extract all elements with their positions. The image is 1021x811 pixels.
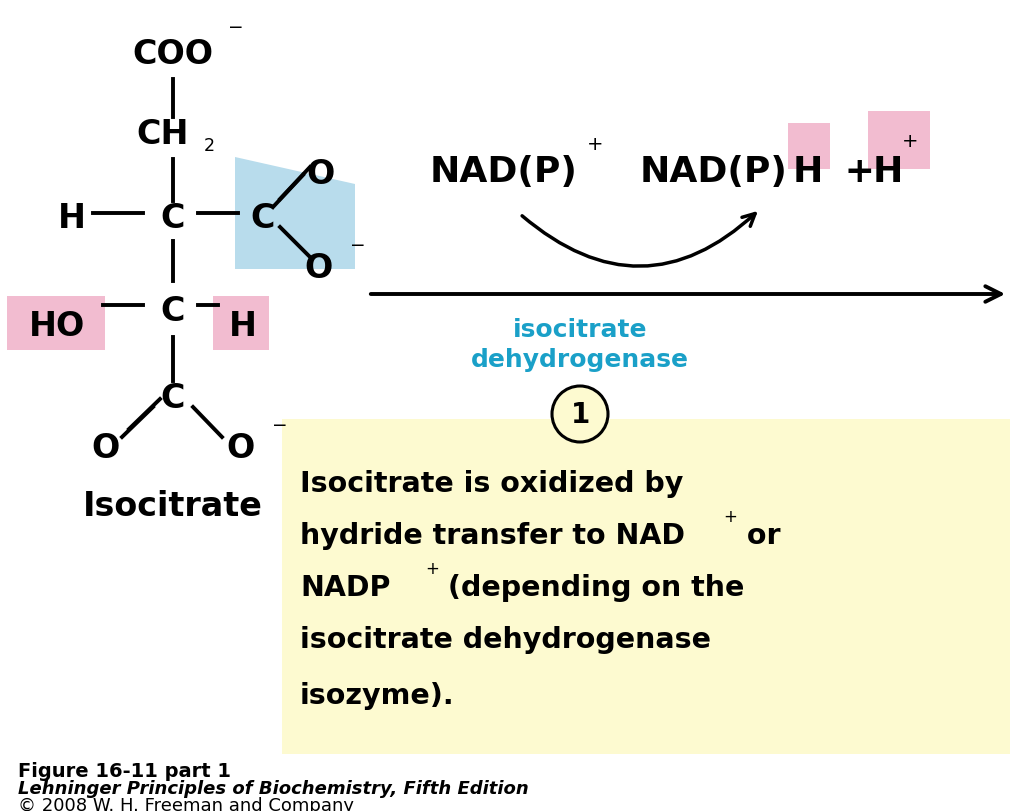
Text: dehydrogenase: dehydrogenase	[471, 348, 689, 371]
Text: C: C	[160, 202, 185, 234]
Text: Lehninger Principles of Biochemistry, Fifth Edition: Lehninger Principles of Biochemistry, Fi…	[18, 779, 529, 797]
Text: O: O	[304, 251, 332, 285]
Text: COO: COO	[133, 38, 213, 71]
Text: $^-$: $^-$	[268, 419, 288, 445]
FancyBboxPatch shape	[788, 124, 830, 169]
Text: C: C	[160, 294, 185, 328]
FancyBboxPatch shape	[213, 297, 269, 350]
Text: isocitrate: isocitrate	[513, 318, 647, 341]
Text: Isocitrate is oxidized by: Isocitrate is oxidized by	[300, 470, 683, 497]
Text: $^-$: $^-$	[346, 240, 366, 266]
Text: isocitrate dehydrogenase: isocitrate dehydrogenase	[300, 625, 711, 653]
Text: hydride transfer to NAD: hydride transfer to NAD	[300, 521, 685, 549]
FancyArrowPatch shape	[522, 214, 756, 267]
Text: +: +	[832, 155, 887, 189]
Text: (depending on the: (depending on the	[438, 573, 744, 601]
Text: HO: HO	[29, 310, 85, 342]
Text: © 2008 W. H. Freeman and Company: © 2008 W. H. Freeman and Company	[18, 796, 354, 811]
FancyBboxPatch shape	[7, 297, 105, 350]
Text: O: O	[306, 158, 334, 191]
Text: NAD(P): NAD(P)	[430, 155, 578, 189]
Circle shape	[552, 387, 607, 443]
Text: C: C	[160, 381, 185, 414]
Text: H: H	[873, 155, 904, 189]
Text: 1: 1	[571, 401, 589, 428]
FancyBboxPatch shape	[868, 112, 930, 169]
Text: $^+$: $^+$	[720, 512, 737, 535]
Text: or: or	[737, 521, 780, 549]
Text: C: C	[251, 202, 276, 234]
Text: NAD(P): NAD(P)	[640, 155, 788, 189]
Text: $^+$: $^+$	[897, 135, 918, 163]
Text: O: O	[226, 431, 254, 465]
Text: O: O	[91, 431, 119, 465]
Text: NADP: NADP	[300, 573, 390, 601]
Text: $^+$: $^+$	[582, 138, 602, 165]
Text: H: H	[793, 155, 823, 189]
Text: CH: CH	[137, 118, 189, 151]
Text: H: H	[229, 310, 257, 342]
Text: H: H	[58, 202, 86, 234]
FancyBboxPatch shape	[282, 419, 1010, 754]
Text: $^+$: $^+$	[422, 564, 440, 587]
Text: $_2$: $_2$	[203, 130, 214, 154]
Text: Figure 16-11 part 1: Figure 16-11 part 1	[18, 761, 231, 780]
Text: Isocitrate: Isocitrate	[83, 489, 263, 522]
Text: $^-$: $^-$	[224, 22, 243, 48]
Polygon shape	[235, 158, 355, 270]
Text: isozyme).: isozyme).	[300, 681, 454, 709]
